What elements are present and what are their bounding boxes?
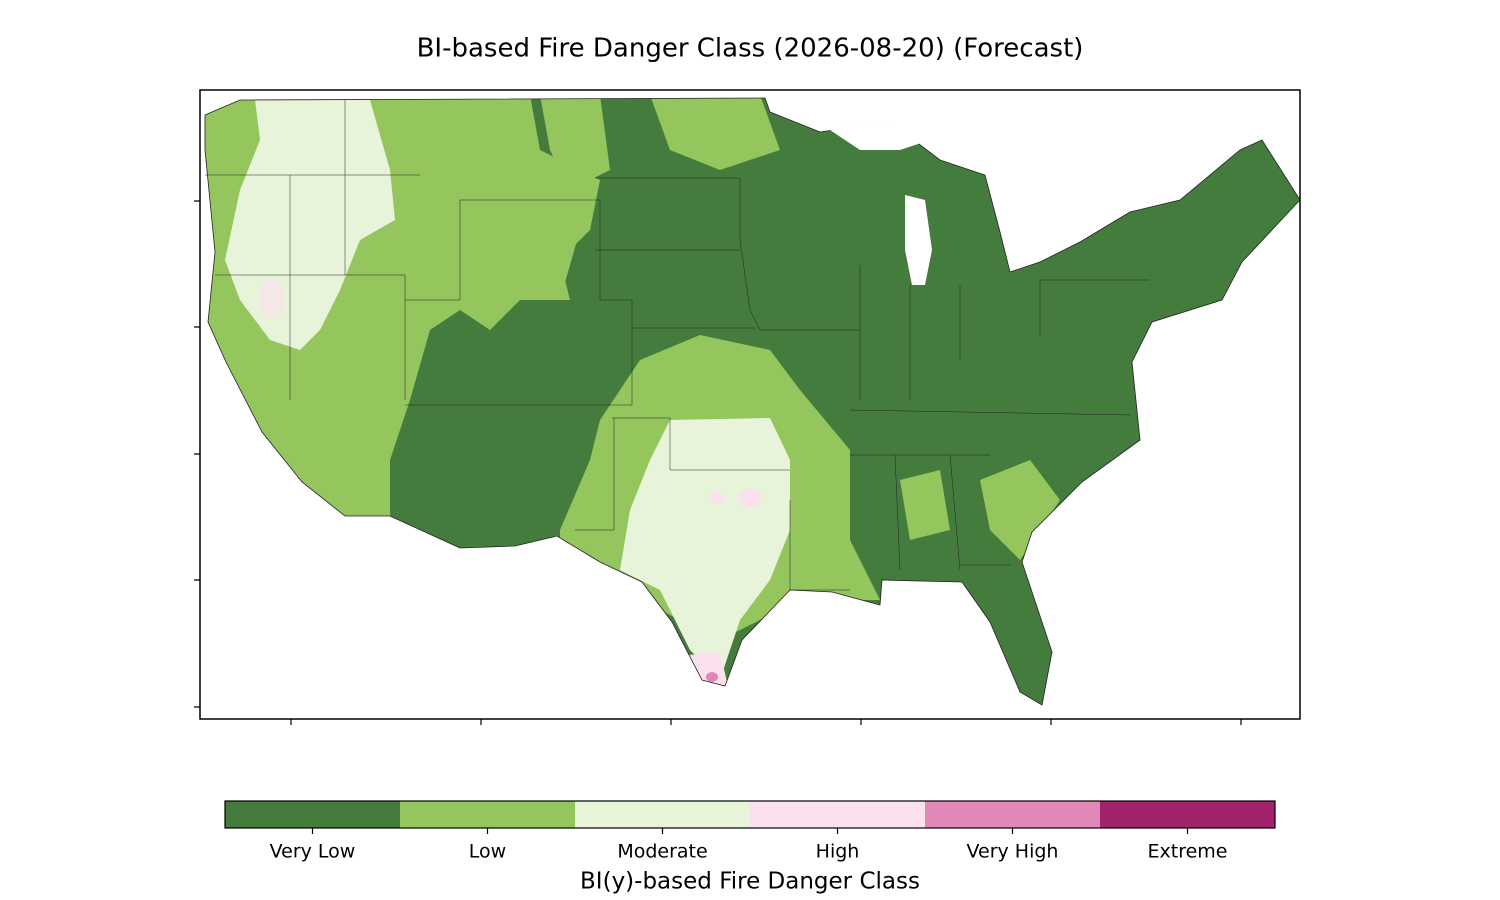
low-region <box>650 98 780 170</box>
low-region <box>980 460 1060 560</box>
low-region <box>460 200 580 300</box>
colorbar-title: BI(y)-based Fire Danger Class <box>580 869 920 895</box>
colorbar-class-label: Low <box>469 841 506 863</box>
country-border <box>204 97 1301 706</box>
colorbar-swatch <box>400 801 575 828</box>
high-region <box>688 652 728 686</box>
moderate-region-texas <box>620 418 790 680</box>
map-title: BI-based Fire Danger Class (2026-08-20) … <box>417 34 1084 64</box>
colorbar-swatch <box>575 801 750 828</box>
colorbar-class-label: Very High <box>967 841 1059 863</box>
high-spot <box>738 489 762 507</box>
colorbar-class-label: Very Low <box>270 841 356 863</box>
lakes <box>830 120 932 285</box>
colorbar-frame <box>224 800 1276 829</box>
colorbar-class-label: Moderate <box>617 841 707 863</box>
colorbar: Very Low Low Moderate High Very High Extreme <box>225 801 1275 863</box>
high-spot <box>258 280 286 320</box>
high-spot <box>710 492 726 504</box>
axis-ticks <box>194 200 1242 725</box>
very-high-spot <box>706 672 718 682</box>
colorbar-class-label: Extreme <box>1148 841 1228 863</box>
colorbar-swatch <box>225 801 400 828</box>
colorbar-swatch <box>925 801 1100 828</box>
map-frame <box>199 89 1301 720</box>
colorbar-swatch <box>1100 801 1275 828</box>
state-borders <box>205 100 1150 591</box>
colorbar-swatch <box>750 801 925 828</box>
low-region <box>900 470 950 540</box>
colorbar-class-label: High <box>816 841 860 863</box>
low-region <box>540 98 610 190</box>
map <box>194 89 1301 725</box>
